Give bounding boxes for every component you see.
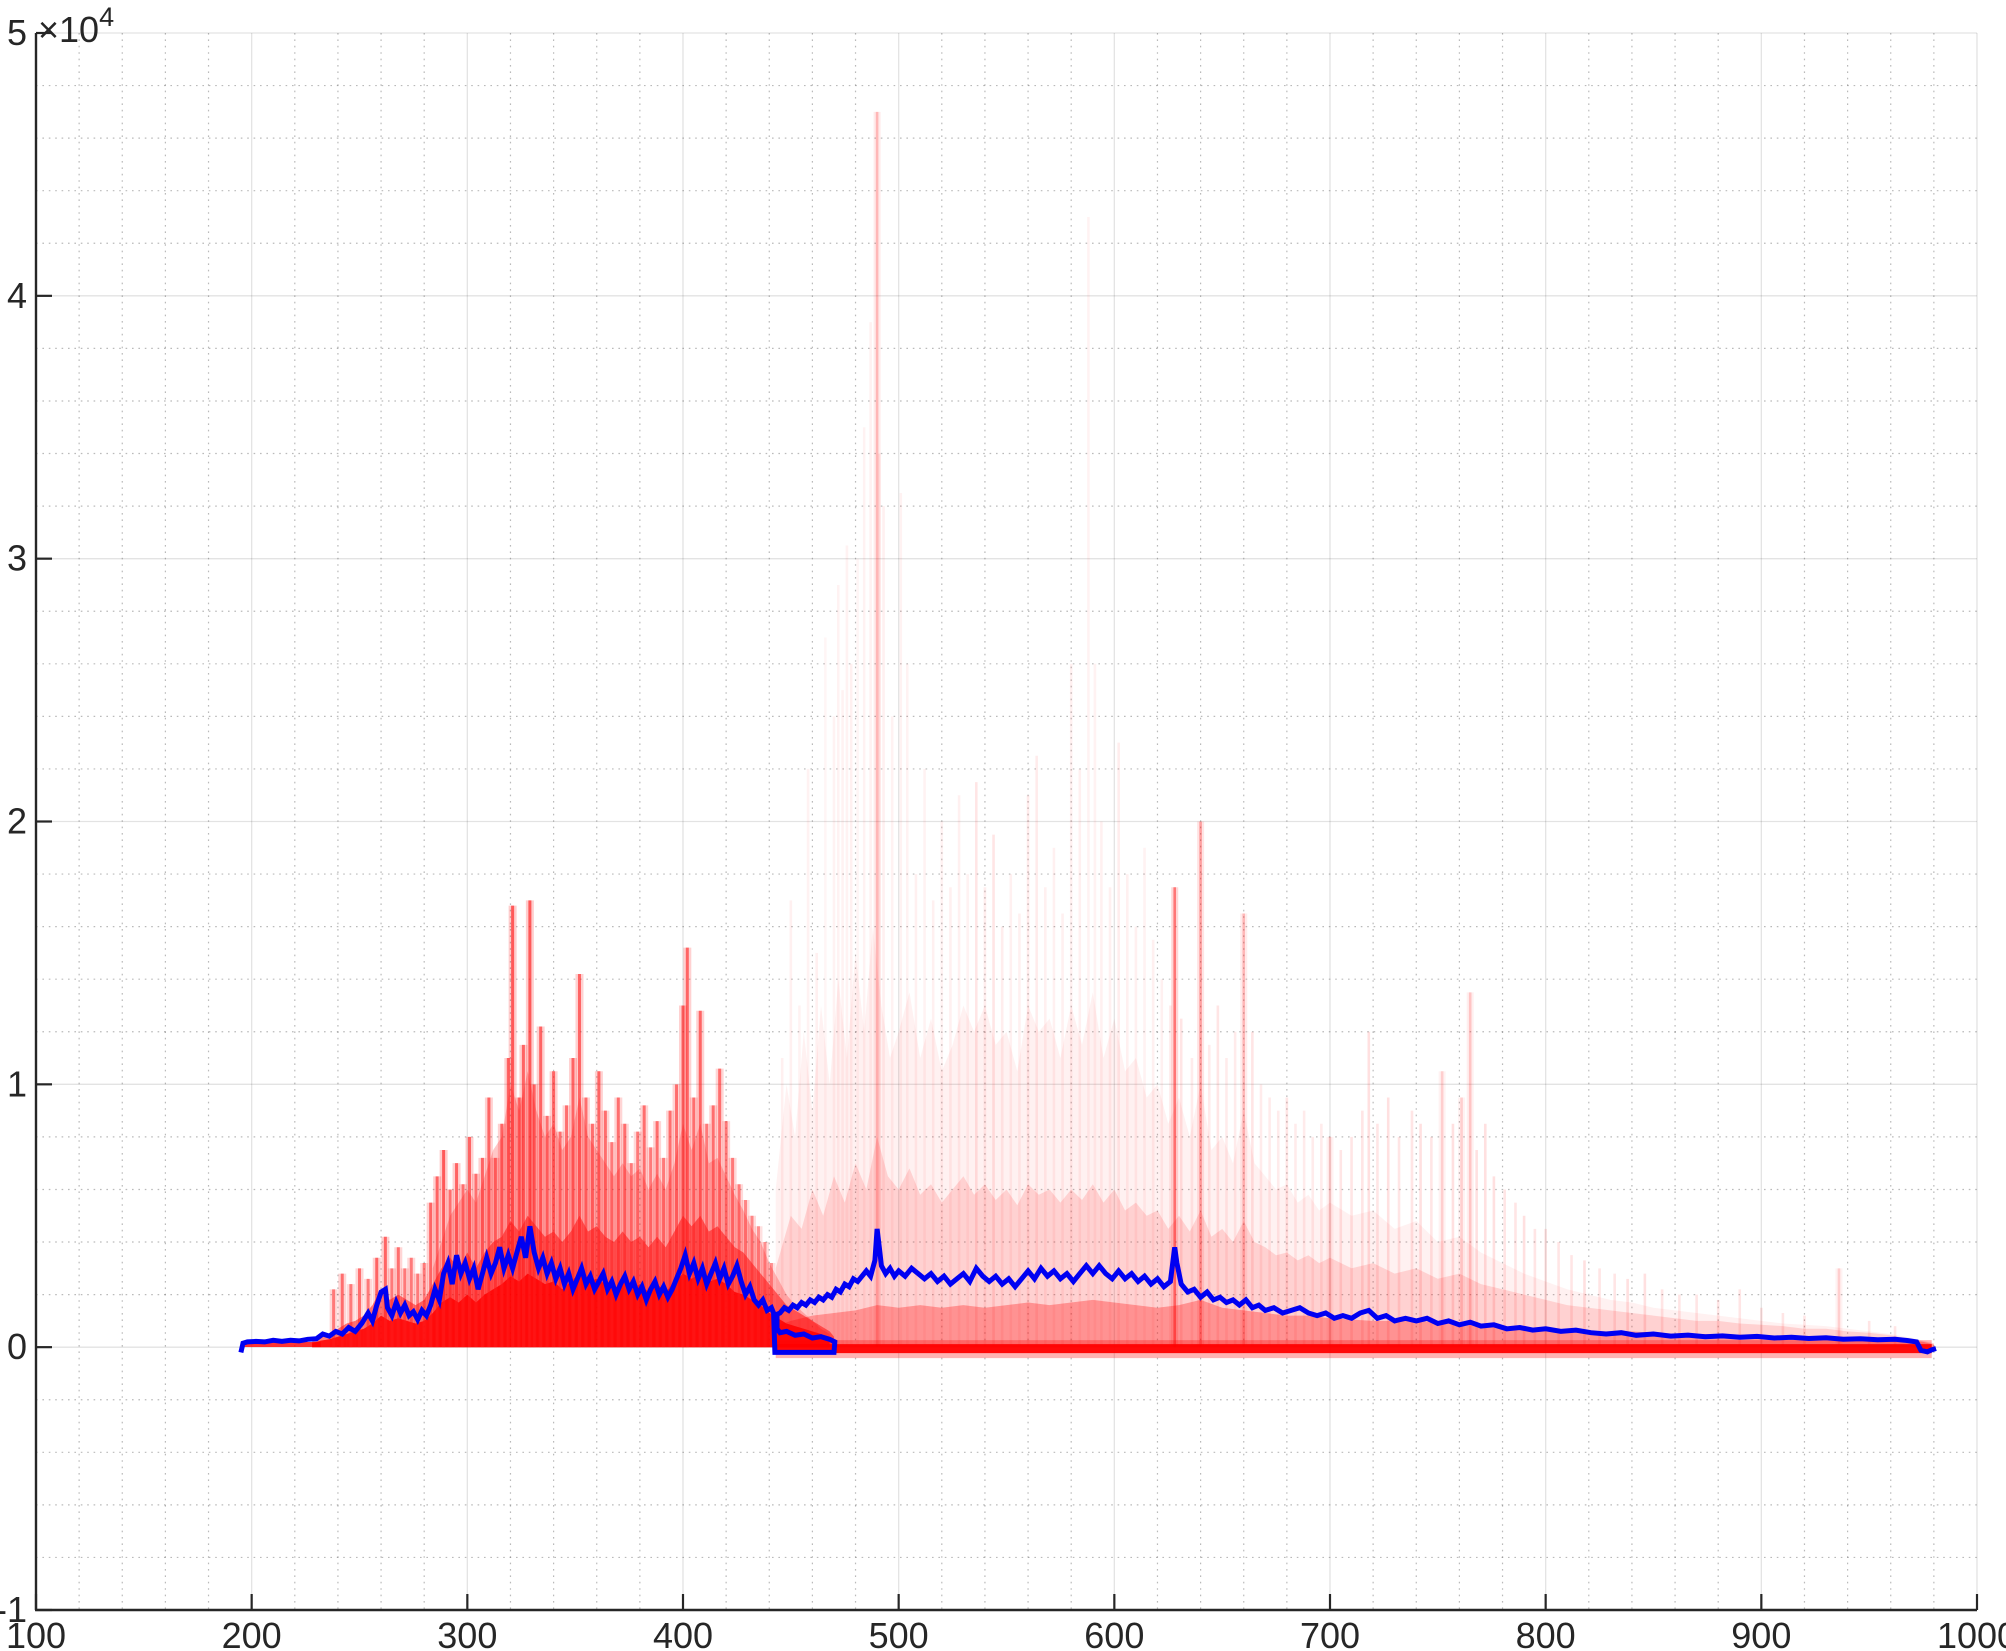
y-tick-label: -1 — [0, 1589, 27, 1630]
y-tick-label: 1 — [7, 1063, 27, 1104]
mean-spectrum-line — [238, 1225, 1937, 1355]
y-tick-labels: -1 0 1 2 3 4 5 — [0, 12, 27, 1630]
y-tick-label: 4 — [7, 275, 27, 316]
x-tick-label: 100 — [6, 1615, 66, 1651]
x-tick-label: 400 — [653, 1615, 713, 1651]
tick-marks — [34, 31, 1979, 1612]
minor-grid — [36, 33, 1977, 1610]
x-tick-label: 200 — [222, 1615, 282, 1651]
x-tick-label: 600 — [1084, 1615, 1144, 1651]
ensemble-red-baseline — [775, 1340, 1932, 1359]
x-tick-label: 700 — [1300, 1615, 1360, 1651]
x-tick-labels: 100 200 300 400 500 600 700 800 900 1000 — [6, 1615, 2006, 1651]
y-tick-label: 0 — [7, 1326, 27, 1367]
y-exponent-text: ×104 — [38, 2, 114, 50]
x-tick-label: 1000 — [1937, 1615, 2006, 1651]
ensemble-red-spikes-left — [329, 900, 776, 1348]
y-tick-label: 3 — [7, 538, 27, 579]
y-tick-label: 5 — [7, 12, 27, 53]
x-tick-label: 500 — [869, 1615, 929, 1651]
ensemble-red-spikes-right — [780, 111, 1897, 1348]
y-axis-exponent-label: ×104 — [38, 2, 114, 50]
x-tick-label: 800 — [1516, 1615, 1576, 1651]
x-tick-label: 900 — [1731, 1615, 1791, 1651]
y-tick-label: 2 — [7, 801, 27, 842]
major-grid — [36, 32, 1978, 1610]
x-tick-label: 300 — [437, 1615, 497, 1651]
